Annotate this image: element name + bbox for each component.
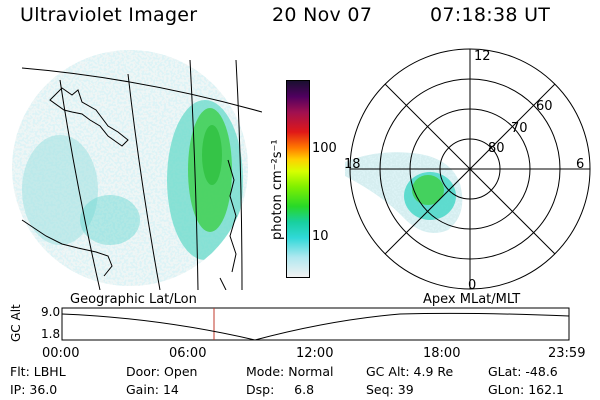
- info-dsp: Dsp: 6.8: [246, 382, 315, 397]
- info-flt: Flt: LBHL: [10, 364, 66, 379]
- lat-label-60: 60: [536, 99, 553, 114]
- lat-label-80: 80: [488, 141, 505, 156]
- mlt-label-18: 18: [344, 157, 361, 172]
- info-glat: GLat: -48.6: [488, 364, 558, 379]
- image-date: 20 Nov 07: [272, 4, 373, 26]
- geographic-image: [12, 50, 262, 290]
- time-tick-1800: 18:00: [423, 346, 461, 361]
- altitude-plot: 9.0 1.8 GC Alt: [9, 304, 570, 342]
- alt-tick-9: 9.0: [41, 305, 60, 319]
- info-gain: Gain: 14: [126, 382, 179, 397]
- colorbar-tick-100: 100: [312, 141, 337, 156]
- image-time: 07:18:38 UT: [430, 4, 551, 26]
- info-door: Door: Open: [126, 364, 198, 379]
- mlt-label-0: 0: [468, 278, 476, 293]
- colorbar-label: photon cm⁻²s⁻¹: [270, 139, 285, 240]
- time-tick-2359: 23:59: [548, 346, 586, 361]
- time-tick-0000: 00:00: [42, 346, 80, 361]
- info-seq: Seq: 39: [366, 382, 414, 397]
- time-tick-0600: 06:00: [169, 346, 207, 361]
- instrument-title: Ultraviolet Imager: [20, 4, 198, 26]
- info-mode: Mode: Normal: [246, 364, 334, 379]
- colorbar: [286, 80, 310, 278]
- colorbar-tick-10: 10: [312, 229, 329, 244]
- apex-label: Apex MLat/MLT: [423, 292, 521, 307]
- info-ip: IP: 36.0: [10, 382, 58, 397]
- mlt-label-6: 6: [576, 157, 584, 172]
- mlt-label-12: 12: [474, 49, 491, 64]
- info-gc-alt: GC Alt: 4.9 Re: [366, 364, 454, 379]
- lat-label-70: 70: [511, 121, 528, 136]
- time-tick-1200: 12:00: [296, 346, 334, 361]
- polar-plot: 12 18 6 0 60 70 80: [344, 48, 591, 293]
- alt-tick-1-8: 1.8: [41, 327, 60, 341]
- info-glon: GLon: 162.1: [488, 382, 564, 397]
- alt-axis-label: GC Alt: [9, 304, 23, 342]
- geographic-label: Geographic Lat/Lon: [70, 292, 197, 307]
